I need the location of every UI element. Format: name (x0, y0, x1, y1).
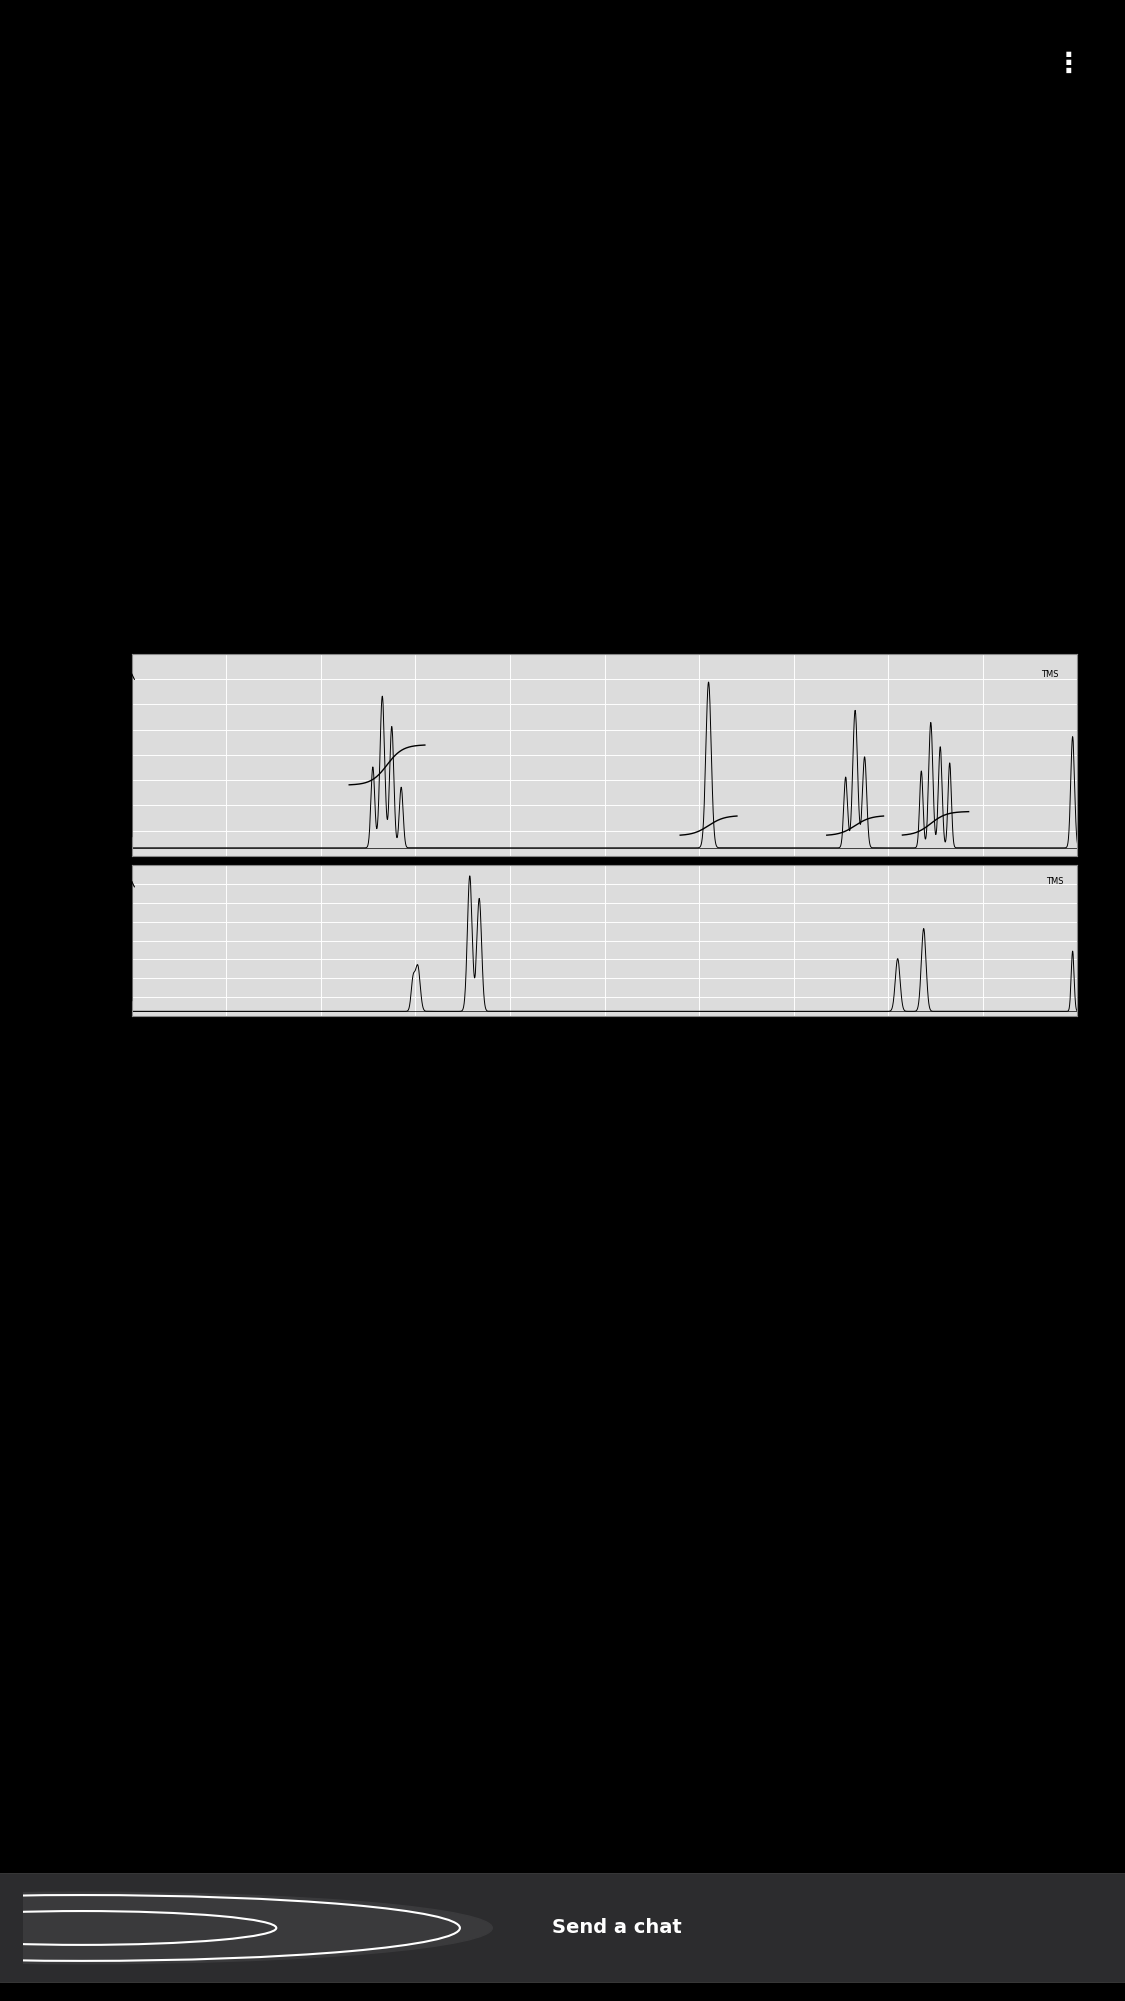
Text: ⋮: ⋮ (1055, 50, 1082, 78)
Text: Chapter 13: Chapter 13 (79, 564, 171, 580)
Text: TMS: TMS (1041, 670, 1059, 678)
Text: and assign the peaks to your structure.: and assign the peaks to your structure. (79, 626, 390, 638)
Y-axis label: Intensity: Intensity (119, 918, 129, 962)
FancyBboxPatch shape (0, 1873, 1125, 1983)
Text: ppm: ppm (1083, 956, 1101, 966)
Y-axis label: Intensity: Intensity (119, 734, 129, 776)
Text: 2. Draw (very neatly) the ¹H NMR spectrum of the compound.: 2. Draw (very neatly) the ¹H NMR spectru… (79, 898, 540, 910)
Circle shape (0, 1893, 493, 1963)
Text: ppm: ppm (1083, 774, 1101, 784)
Text: Send a chat: Send a chat (551, 1919, 682, 1937)
Text: CH₃OCH₂CH₂Br: CH₃OCH₂CH₂Br (79, 940, 215, 958)
X-axis label: Chemical shift (δ): Chemical shift (δ) (556, 1033, 654, 1043)
X-axis label: Chemical shift (δ): Chemical shift (δ) (556, 872, 654, 882)
Text: TMS: TMS (1045, 876, 1063, 886)
Text: 1. A compound, C₈H₉Br give the following spectra, propose a structure: 1. A compound, C₈H₉Br give the following… (79, 592, 609, 606)
Text: 42: 42 (1042, 996, 1056, 1007)
